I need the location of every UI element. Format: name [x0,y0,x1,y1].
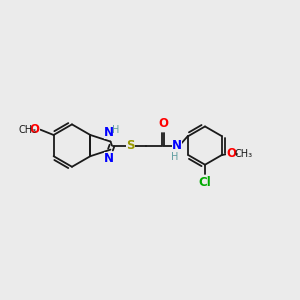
Text: H: H [112,125,119,135]
Text: O: O [158,117,168,130]
Text: S: S [126,139,134,152]
Text: H: H [171,152,178,162]
Text: CH₃: CH₃ [234,149,252,159]
Text: N: N [104,126,114,139]
Text: O: O [226,147,236,160]
Text: N: N [104,152,114,165]
Text: O: O [30,123,40,136]
Text: N: N [172,139,182,152]
Text: CH₃: CH₃ [18,125,36,135]
Text: Cl: Cl [199,176,212,189]
